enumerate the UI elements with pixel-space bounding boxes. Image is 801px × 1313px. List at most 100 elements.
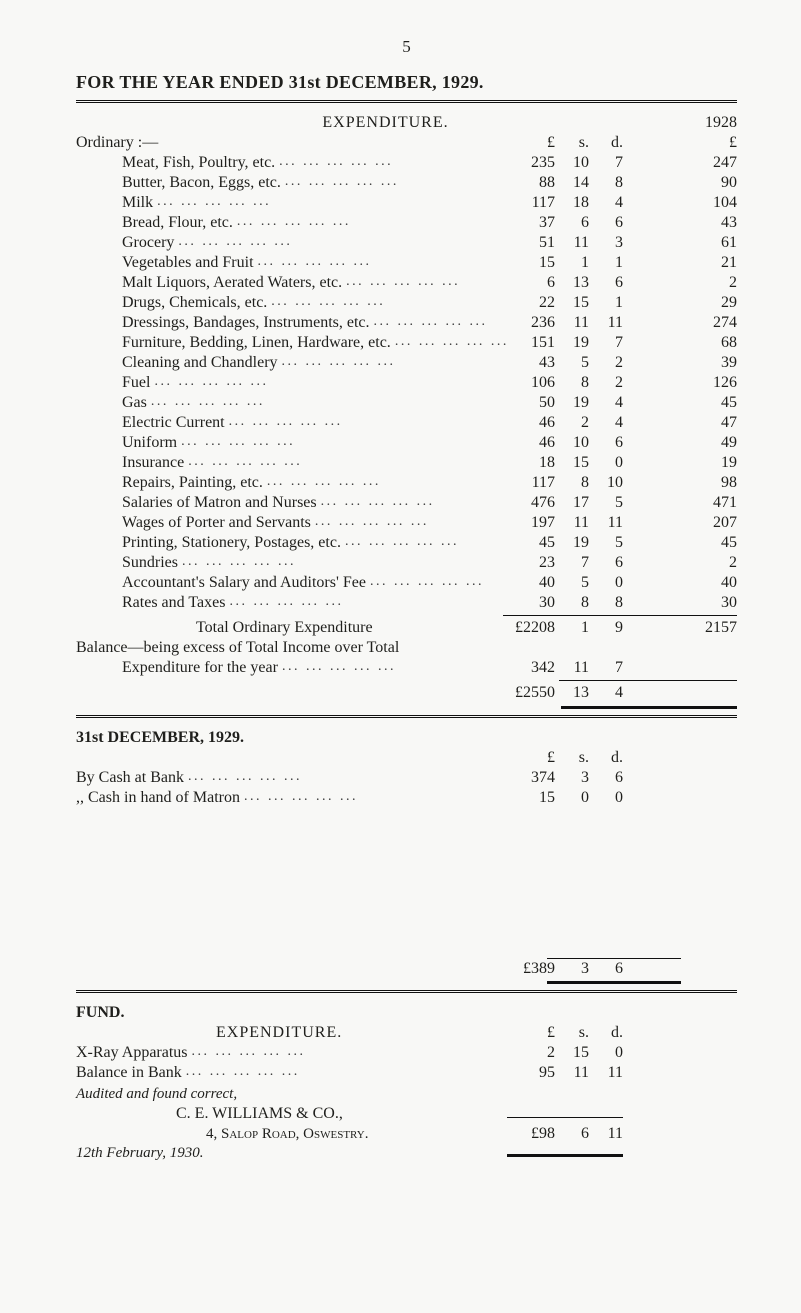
item-s: 8 — [555, 373, 589, 393]
date-line-row: 12th February, 1930. — [76, 1144, 737, 1163]
balance-line1: Balance—being excess of Total Income ove… — [76, 638, 737, 658]
dec-hdr-s: s. — [555, 748, 589, 768]
dec-d: 6 — [589, 768, 623, 788]
fund-d: 0 — [589, 1043, 623, 1063]
total-ordinary-d: 9 — [589, 618, 623, 638]
item-d: 6 — [589, 213, 623, 233]
item-label: Milk — [122, 193, 153, 213]
item-L: 51 — [507, 233, 555, 253]
expenditure-heading-row: EXPENDITURE. 1928 — [76, 113, 737, 133]
item-label: Salaries of Matron and Nurses — [122, 493, 317, 513]
item-L: 6 — [507, 273, 555, 293]
balance-L: 342 — [507, 658, 555, 678]
balance-text2: Expenditure for the year — [122, 658, 278, 678]
item-dots: ... ... ... ... ... — [184, 453, 507, 473]
item-d: 4 — [589, 393, 623, 413]
item-d: 7 — [589, 153, 623, 173]
item-L: 15 — [507, 253, 555, 273]
item-L: 22 — [507, 293, 555, 313]
item-label: Insurance — [122, 453, 184, 473]
expenditure-row: Dressings, Bandages, Instruments, etc...… — [76, 313, 737, 333]
fund-dots: ... ... ... ... ... — [182, 1063, 507, 1083]
balance-line2: Expenditure for the year ... ... ... ...… — [76, 658, 737, 678]
col-hdr-s: s. — [555, 133, 589, 153]
item-dots: ... ... ... ... ... — [147, 393, 507, 413]
dec-spacer — [76, 808, 737, 958]
item-s: 6 — [555, 213, 589, 233]
fund-total-s: 6 — [555, 1124, 589, 1144]
item-label: Dressings, Bandages, Instruments, etc. — [122, 313, 370, 333]
item-1928: 247 — [681, 153, 737, 173]
item-d: 7 — [589, 333, 623, 353]
expenditure-row: Malt Liquors, Aerated Waters, etc.... ..… — [76, 273, 737, 293]
item-dots: ... ... ... ... ... — [366, 573, 507, 593]
item-1928: 45 — [681, 533, 737, 553]
total-ordinary-label: Total Ordinary Expenditure — [196, 618, 373, 638]
grand-s: 13 — [555, 683, 589, 703]
item-label: Electric Current — [122, 413, 225, 433]
fund-L: 95 — [507, 1063, 555, 1083]
col-hdr-L: £ — [507, 133, 555, 153]
item-d: 3 — [589, 233, 623, 253]
ordinary-heading-row: Ordinary :— £ s. d. £ — [76, 133, 737, 153]
item-s: 7 — [555, 553, 589, 573]
item-L: 197 — [507, 513, 555, 533]
expenditure-row: Accountant's Salary and Auditors' Fee...… — [76, 573, 737, 593]
fund-s: 15 — [555, 1043, 589, 1063]
item-L: 236 — [507, 313, 555, 333]
item-label: Cleaning and Chandlery — [122, 353, 278, 373]
dec-dots: ... ... ... ... ... — [184, 768, 507, 788]
col-hdr-1928-L: £ — [681, 133, 737, 153]
item-label: Butter, Bacon, Eggs, etc. — [122, 173, 281, 193]
item-dots: ... ... ... ... ... — [342, 273, 507, 293]
item-s: 2 — [555, 413, 589, 433]
item-d: 6 — [589, 273, 623, 293]
fund-exp-heading: EXPENDITURE. — [216, 1023, 342, 1043]
item-dots: ... ... ... ... ... — [178, 553, 507, 573]
item-dots: ... ... ... ... ... — [225, 593, 507, 613]
dec-total-d: 6 — [589, 959, 623, 979]
item-label: Accountant's Salary and Auditors' Fee — [122, 573, 366, 593]
expenditure-row: Grocery... ... ... ... ...5111361 — [76, 233, 737, 253]
fund-row: X-Ray Apparatus... ... ... ... ...2150 — [76, 1043, 737, 1063]
dec-dots: ... ... ... ... ... — [240, 788, 507, 808]
expenditure-row: Drugs, Chemicals, etc.... ... ... ... ..… — [76, 293, 737, 313]
item-s: 19 — [555, 533, 589, 553]
item-L: 476 — [507, 493, 555, 513]
rule-double-mid — [76, 715, 737, 718]
expenditure-row: Salaries of Matron and Nurses... ... ...… — [76, 493, 737, 513]
item-dots: ... ... ... ... ... — [317, 493, 507, 513]
item-1928: 47 — [681, 413, 737, 433]
item-s: 8 — [555, 473, 589, 493]
item-d: 11 — [589, 313, 623, 333]
rule-double-mid2 — [76, 990, 737, 993]
dec-col-hdr: £ s. d. — [76, 748, 737, 768]
total-ordinary-L: £2208 — [507, 618, 555, 638]
fund-rows: X-Ray Apparatus... ... ... ... ...2150Ba… — [76, 1043, 737, 1083]
expenditure-row: Vegetables and Fruit... ... ... ... ...1… — [76, 253, 737, 273]
dec-L: 374 — [507, 768, 555, 788]
item-1928: 19 — [681, 453, 737, 473]
expenditure-row: Repairs, Painting, etc.... ... ... ... .… — [76, 473, 737, 493]
item-dots: ... ... ... ... ... — [281, 173, 507, 193]
fund-d: 11 — [589, 1063, 623, 1083]
item-d: 2 — [589, 373, 623, 393]
page-number: 5 — [76, 36, 737, 57]
expenditure-row: Bread, Flour, etc.... ... ... ... ...376… — [76, 213, 737, 233]
item-1928: 274 — [681, 313, 737, 333]
item-d: 5 — [589, 493, 623, 513]
item-s: 15 — [555, 453, 589, 473]
item-s: 13 — [555, 273, 589, 293]
item-s: 19 — [555, 393, 589, 413]
dec-total-thick — [547, 981, 681, 984]
item-label: Bread, Flour, etc. — [122, 213, 233, 233]
expenditure-row: Rates and Taxes... ... ... ... ...308830 — [76, 593, 737, 613]
item-L: 30 — [507, 593, 555, 613]
item-s: 15 — [555, 293, 589, 313]
expenditure-heading: EXPENDITURE. — [76, 113, 565, 133]
expenditure-section: EXPENDITURE. 1928 Ordinary :— £ s. d. £ … — [76, 113, 737, 709]
item-L: 106 — [507, 373, 555, 393]
item-dots: ... ... ... ... ... — [370, 313, 507, 333]
item-s: 19 — [555, 333, 589, 353]
item-dots: ... ... ... ... ... — [278, 353, 507, 373]
